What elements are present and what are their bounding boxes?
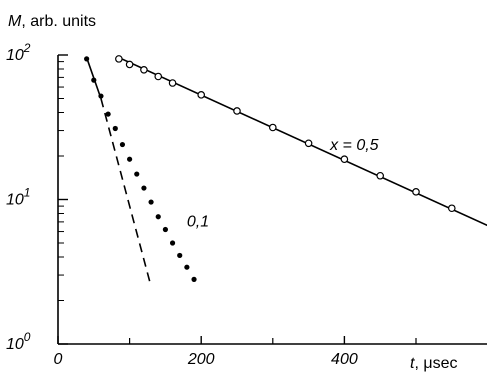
series-1 xyxy=(84,56,197,282)
series-annotation: x = 0,5 xyxy=(329,137,379,154)
data-point-open xyxy=(168,79,177,87)
data-point-filled xyxy=(91,77,97,83)
data-point-filled xyxy=(155,214,161,220)
fit-line xyxy=(118,56,487,227)
series-0 xyxy=(115,55,456,213)
data-point-filled xyxy=(191,276,197,282)
data-point-open xyxy=(447,204,456,213)
data-point-filled xyxy=(105,111,111,117)
y-axis-label: M, arb. units xyxy=(8,13,96,30)
series-annotation: 0,1 xyxy=(187,214,209,231)
data-point-filled xyxy=(84,56,90,62)
data-point-open xyxy=(125,60,134,69)
data-point-filled xyxy=(98,93,104,99)
x-tick-label: 0 xyxy=(54,351,63,368)
x-tick-label: 400 xyxy=(331,351,358,368)
data-point-filled xyxy=(112,125,118,132)
data-point-open xyxy=(268,123,277,132)
dashed-fit-line xyxy=(100,98,152,287)
data-point-open xyxy=(154,72,163,81)
x-axis-label: t, μsec xyxy=(410,355,457,372)
data-point-filled xyxy=(184,264,190,270)
data-point-open xyxy=(412,188,420,196)
data-point-open xyxy=(115,55,123,63)
data-point-open xyxy=(140,65,148,74)
data-point-filled xyxy=(119,141,126,148)
y-tick-label: 101 xyxy=(6,186,30,209)
data-point-open xyxy=(233,107,241,115)
x-tick-label: 200 xyxy=(187,351,215,368)
data-point-open xyxy=(197,91,206,99)
data-point-filled xyxy=(148,199,154,205)
data-point-filled xyxy=(134,171,140,177)
data-point-open xyxy=(340,155,349,164)
y-tick-label: 102 xyxy=(6,41,31,64)
data-point-filled xyxy=(141,185,147,191)
data-point-filled xyxy=(169,240,176,246)
data-point-open xyxy=(376,171,385,180)
data-point-filled xyxy=(127,156,133,162)
data-point-open xyxy=(304,139,313,148)
y-tick-label: 100 xyxy=(6,330,31,353)
data-point-filled xyxy=(177,252,183,259)
data-point-filled xyxy=(162,226,168,233)
